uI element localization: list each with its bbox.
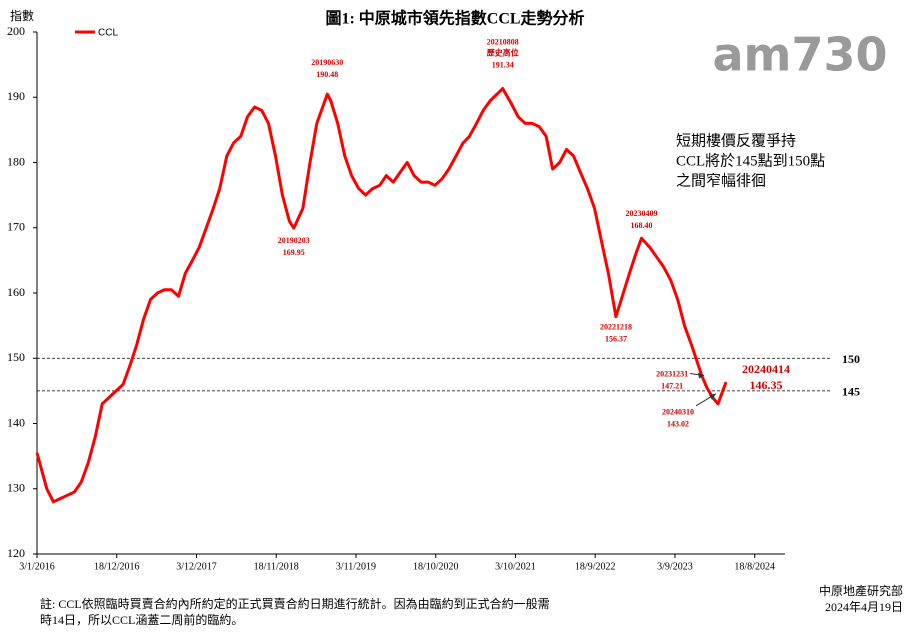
- annotation-date: 20210808: [487, 37, 519, 46]
- comment: CCL將於145點到150點: [676, 152, 825, 169]
- reference-label: 150: [842, 352, 860, 366]
- annotation-date: 20190203: [278, 236, 310, 245]
- y-tick-label: 130: [7, 481, 25, 495]
- footnote: 時14日，所以CCL涵蓋二周前的臨約。: [40, 612, 243, 627]
- x-tick-label: 3/12/2017: [176, 561, 217, 572]
- logo: am730: [713, 28, 888, 82]
- annotation-note: 歷史高位: [487, 47, 519, 57]
- y-tick-label: 170: [7, 220, 25, 234]
- annotation-date: 20190630: [311, 58, 343, 67]
- x-tick-label: 3/1/2016: [19, 561, 55, 572]
- y-axis-label: 指數: [10, 8, 34, 23]
- y-tick-label: 120: [7, 546, 25, 560]
- legend-label: CCL: [98, 28, 118, 39]
- x-tick-label: 18/9/2022: [575, 561, 616, 572]
- source: 中原地產研究部: [819, 583, 903, 598]
- annotation-value: 147.21: [661, 381, 683, 390]
- annotation-date: 20230409: [625, 209, 657, 218]
- annotation-date: 20221218: [600, 323, 632, 332]
- annotation-value: 190.48: [316, 70, 338, 79]
- annotation-value: 168.40: [630, 221, 652, 230]
- x-tick-label: 18/11/2018: [254, 561, 299, 572]
- x-tick-label: 3/10/2021: [495, 561, 536, 572]
- annotation-value: 169.95: [283, 248, 305, 257]
- comment: 短期樓價反覆爭持: [676, 132, 796, 149]
- comment: 之間窄幅徘徊: [676, 171, 766, 189]
- annotation-value: 156.37: [605, 335, 627, 344]
- footnote: 註: CCL依照臨時買賣合約內所約定的正式買賣合約日期進行統計。因為由臨約到正式…: [40, 596, 550, 611]
- y-tick-label: 160: [7, 285, 25, 299]
- annotation-date: 20231231: [656, 369, 688, 378]
- annotation-value: 143.02: [667, 420, 689, 429]
- series-line: [35, 87, 728, 504]
- x-tick-label: 18/12/2016: [94, 561, 140, 572]
- y-tick-label: 200: [7, 24, 25, 38]
- annotation-arrowhead: [709, 393, 717, 400]
- source: 2024年4月19日: [825, 600, 903, 614]
- y-tick-label: 140: [7, 415, 25, 429]
- y-tick-label: 190: [7, 89, 25, 103]
- annotation-date: 20240414: [742, 362, 790, 376]
- y-tick-label: 180: [7, 154, 25, 168]
- annotation-value: 191.34: [492, 60, 514, 69]
- x-tick-label: 3/9/2023: [657, 561, 693, 572]
- reference-label: 145: [842, 385, 860, 399]
- chart-title: 圖1: 中原城市領先指數CCL走勢分析: [325, 9, 584, 28]
- annotation-date: 20240310: [662, 408, 694, 417]
- x-tick-label: 18/10/2020: [413, 561, 459, 572]
- annotation-arrowhead: [698, 372, 705, 379]
- annotation-value: 146.35: [749, 378, 782, 392]
- x-tick-label: 3/11/2019: [336, 561, 376, 572]
- y-tick-label: 150: [7, 350, 25, 364]
- x-tick-label: 18/8/2024: [734, 561, 775, 572]
